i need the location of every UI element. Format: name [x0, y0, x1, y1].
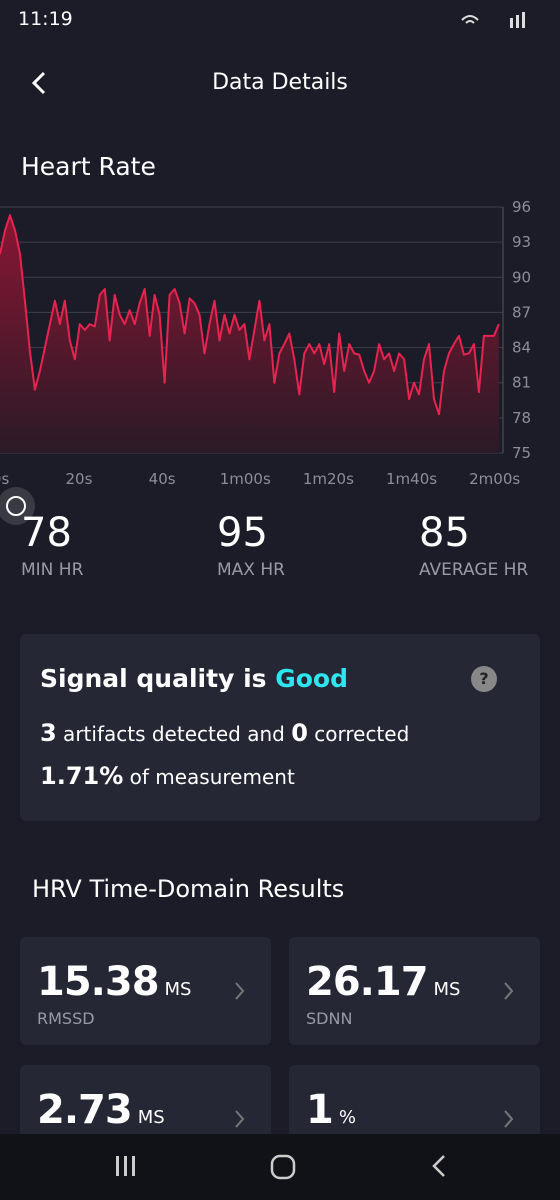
y-tick-label: 96 [512, 198, 531, 216]
help-icon[interactable]: ? [471, 666, 497, 692]
hrv-unit: % [338, 1107, 356, 1128]
artifacts-line: 3 artifacts detected and 0 corrected [40, 719, 409, 747]
artifacts-count: 3 [40, 719, 57, 747]
x-tick-label: 40s [149, 470, 176, 488]
hrv-label: SDNN [306, 1009, 353, 1028]
corrected-count: 0 [291, 719, 308, 747]
nav-bar [0, 1134, 560, 1200]
header-title: Data Details [212, 70, 348, 95]
back-button[interactable] [28, 70, 52, 96]
hrv-unit: MS [433, 979, 461, 1000]
stat-value: 78 [21, 510, 72, 556]
recent-apps[interactable] [116, 1156, 135, 1176]
artifacts-text: artifacts detected and [56, 722, 292, 746]
status-icons [461, 12, 525, 28]
percent-line: 1.71% of measurement [40, 762, 295, 790]
y-tick-label: 75 [512, 444, 531, 462]
chevron [235, 1110, 245, 1128]
signal-quality: Good [275, 664, 348, 693]
hrv-value: 1 [306, 1087, 334, 1133]
y-tick-label: 81 [512, 374, 531, 392]
area [0, 215, 499, 453]
y-tick-label: 84 [512, 339, 531, 357]
status-time: 11:19 [18, 8, 73, 30]
y-tick-label: 93 [512, 233, 531, 251]
percent-text: of measurement [123, 765, 295, 789]
x-tick-label: 1m20s [303, 470, 354, 488]
chevron [235, 982, 245, 1000]
hrv-label: RMSSD [37, 1009, 95, 1028]
home-button[interactable] [270, 1154, 296, 1180]
x-tick-label: 2m00s [469, 470, 520, 488]
hrv-title: HRV Time-Domain Results [32, 875, 345, 903]
x-tick-label: 1m40s [386, 470, 437, 488]
heart-rate-chart: 75 78 81 84 87 90 93 96 00s 20s 40s 1m00s 1m20s 1m40s… [0, 198, 531, 488]
x-tick-label: 1m00s [220, 470, 271, 488]
x-tick-label: 20s [66, 470, 93, 488]
hrv-card[interactable]: 15.38 MS RMSSD [20, 937, 271, 1045]
stat-label: MAX HR [217, 560, 285, 580]
y-tick-label: 87 [512, 303, 531, 321]
line [0, 214, 500, 416]
hrv-value: 2.73 [37, 1087, 133, 1133]
back-nav[interactable] [432, 1155, 445, 1177]
signal-text: Signal quality is [40, 664, 276, 693]
y-tick-label: 90 [512, 268, 531, 286]
signal-title: Signal quality is Good [40, 664, 348, 693]
hrv-value: 15.38 [37, 959, 160, 1005]
chart-title: Heart Rate [21, 152, 156, 181]
chevron [504, 1110, 514, 1128]
stat-label: MIN HR [21, 560, 84, 580]
hrv-value: 26.17 [306, 959, 429, 1005]
floating-button[interactable] [0, 486, 36, 526]
x-tick-label: 00s [0, 470, 9, 488]
stat-value: 85 [419, 510, 470, 556]
hrv-unit: MS [137, 1107, 165, 1128]
hrv-card[interactable]: 26.17 MS SDNN [289, 937, 540, 1045]
hrv-unit: MS [164, 979, 192, 1000]
stat-value: 95 [217, 510, 268, 556]
stat-label: AVERAGE HR [419, 560, 529, 580]
y-tick-label: 78 [512, 409, 531, 427]
signal-card: Signal quality is Good ? 3 artifacts det… [20, 634, 540, 821]
percent: 1.71% [40, 762, 124, 790]
corrected-text: corrected [307, 722, 410, 746]
chevron [504, 982, 514, 1000]
